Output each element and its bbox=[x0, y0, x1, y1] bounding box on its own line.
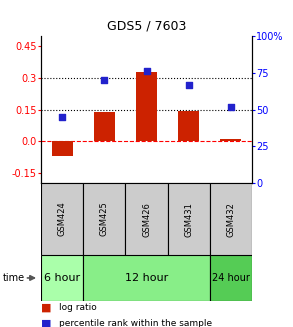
Text: time: time bbox=[3, 273, 25, 283]
Point bbox=[144, 69, 149, 74]
Text: percentile rank within the sample: percentile rank within the sample bbox=[59, 319, 212, 327]
Bar bbox=[220, 139, 241, 141]
Bar bbox=[83, 183, 125, 255]
Point bbox=[229, 104, 233, 109]
Text: 24 hour: 24 hour bbox=[212, 273, 250, 283]
Text: GSM432: GSM432 bbox=[226, 202, 235, 236]
Text: GSM425: GSM425 bbox=[100, 202, 109, 236]
Text: ■: ■ bbox=[41, 302, 52, 312]
Bar bbox=[94, 112, 115, 141]
Point bbox=[102, 77, 107, 83]
Text: 6 hour: 6 hour bbox=[44, 273, 80, 283]
Bar bbox=[178, 111, 199, 141]
Bar bbox=[136, 72, 157, 141]
Bar bbox=[83, 255, 210, 301]
Text: GDS5 / 7603: GDS5 / 7603 bbox=[107, 20, 186, 33]
Text: GSM424: GSM424 bbox=[58, 202, 67, 236]
Bar bbox=[168, 183, 210, 255]
Text: GSM431: GSM431 bbox=[184, 202, 193, 236]
Bar bbox=[210, 183, 252, 255]
Text: ■: ■ bbox=[41, 319, 52, 327]
Point bbox=[186, 82, 191, 87]
Text: log ratio: log ratio bbox=[59, 303, 96, 312]
Bar bbox=[41, 255, 83, 301]
Text: 12 hour: 12 hour bbox=[125, 273, 168, 283]
Bar bbox=[210, 255, 252, 301]
Bar bbox=[125, 183, 168, 255]
Bar bbox=[52, 141, 73, 156]
Point bbox=[60, 114, 64, 119]
Text: GSM426: GSM426 bbox=[142, 202, 151, 236]
Bar bbox=[41, 183, 83, 255]
